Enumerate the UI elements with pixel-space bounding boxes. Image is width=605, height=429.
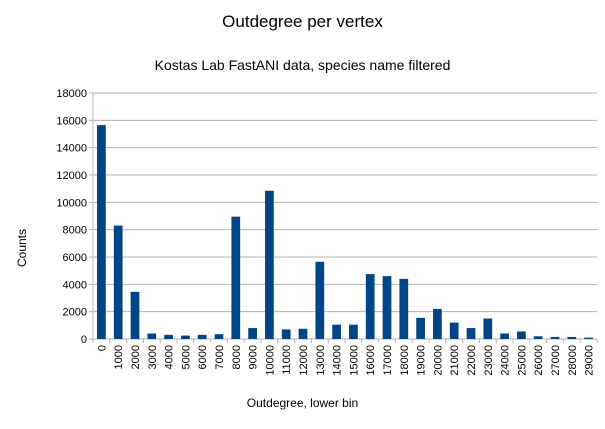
x-tick-label: 21000 [449, 345, 461, 376]
bar [248, 328, 257, 339]
y-tick-label: 10000 [56, 197, 87, 209]
y-tick-label: 18000 [56, 88, 87, 100]
y-tick-label: 2000 [63, 307, 87, 319]
x-tick-label: 29000 [584, 345, 596, 376]
x-tick-label: 10000 [264, 345, 276, 376]
x-tick-label: 2000 [130, 345, 142, 369]
x-tick-label: 5000 [180, 345, 192, 369]
x-tick-label: 3000 [147, 345, 159, 369]
x-tick-label: 16000 [365, 345, 377, 376]
bar [281, 329, 291, 339]
x-tick-label: 26000 [533, 345, 545, 376]
bar [517, 331, 526, 339]
bar [97, 125, 106, 339]
bar [533, 336, 543, 339]
y-tick-label: 8000 [63, 225, 87, 237]
bar [567, 336, 577, 339]
chart-subtitle: Kostas Lab FastANI data, species name fi… [154, 57, 451, 73]
bar [214, 334, 224, 339]
x-tick-label: 15000 [348, 345, 360, 376]
x-tick-label: 27000 [550, 345, 562, 376]
x-tick-label: 17000 [382, 345, 394, 376]
y-tick-label: 14000 [56, 143, 87, 155]
x-tick-label: 18000 [399, 345, 411, 376]
x-tick-label: 14000 [332, 345, 344, 376]
x-tick-label: 25000 [516, 345, 528, 376]
bar [550, 336, 560, 339]
bar [113, 225, 123, 339]
bar [130, 291, 140, 339]
x-tick-label: 7000 [214, 345, 226, 369]
chart-title: Outdegree per vertex [222, 12, 383, 31]
x-tick-label: 20000 [432, 345, 444, 376]
x-tick-label: 6000 [197, 345, 209, 369]
bar [349, 324, 358, 339]
y-tick-label: 6000 [63, 252, 87, 264]
bar [147, 333, 157, 339]
x-tick-label: 11000 [281, 345, 293, 375]
x-tick-label: 23000 [483, 345, 495, 376]
bar [231, 216, 241, 339]
y-tick-label: 0 [81, 334, 87, 346]
x-tick-label: 4000 [164, 345, 176, 369]
bar [265, 190, 274, 339]
bar [399, 278, 409, 339]
x-axis-label: Outdegree, lower bin [246, 396, 359, 410]
x-tick-label: 0 [96, 345, 108, 351]
bar [315, 261, 325, 339]
x-tick-label: 22000 [466, 345, 478, 376]
bar [332, 324, 341, 339]
bar [365, 274, 375, 339]
bar [433, 308, 442, 339]
y-tick-label: 16000 [56, 115, 87, 127]
bar [382, 276, 392, 339]
bar [483, 318, 493, 339]
bar [466, 328, 476, 339]
bar [500, 333, 509, 339]
x-tick-label: 9000 [248, 345, 260, 369]
bar [416, 317, 425, 339]
x-tick-label: 19000 [416, 345, 428, 376]
y-tick-label: 4000 [63, 279, 87, 291]
bar [197, 334, 207, 339]
x-tick-label: 24000 [500, 345, 512, 376]
x-tick-label: 28000 [567, 345, 579, 376]
bar [164, 334, 173, 339]
bar [449, 322, 459, 339]
bar [181, 335, 190, 339]
x-tick-label: 13000 [315, 345, 327, 376]
y-tick-label: 12000 [56, 170, 87, 182]
bar [584, 337, 593, 339]
x-tick-label: 1000 [113, 345, 125, 369]
x-tick-label: 12000 [298, 345, 310, 376]
bar [298, 328, 308, 339]
x-tick-label: 8000 [231, 345, 243, 369]
